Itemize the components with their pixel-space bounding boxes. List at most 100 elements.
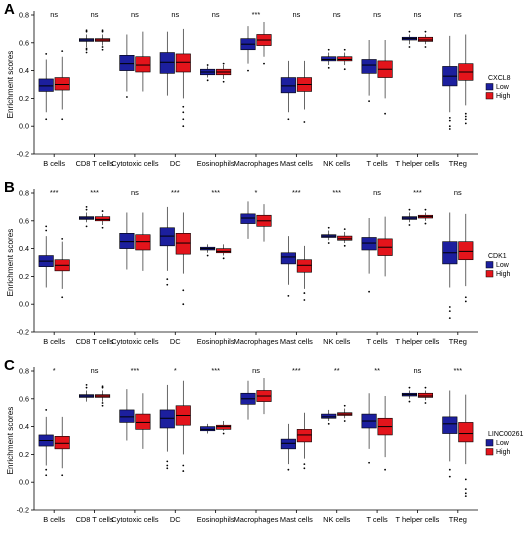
x-tick-label: T helper cells bbox=[396, 337, 440, 346]
box-high bbox=[256, 204, 272, 242]
significance-label: ns bbox=[252, 366, 260, 375]
outlier-point bbox=[85, 208, 88, 211]
x-tick-label: DC bbox=[170, 515, 181, 524]
outlier-point bbox=[303, 467, 306, 470]
y-tick-label: 0.8 bbox=[19, 11, 29, 20]
outlier-point bbox=[448, 116, 451, 119]
box-iqr bbox=[417, 36, 434, 42]
box-low bbox=[240, 201, 256, 239]
box-iqr bbox=[216, 248, 232, 254]
x-tick-label: Eosinophils bbox=[197, 337, 235, 346]
x-tick-label: Mast cells bbox=[280, 159, 313, 168]
x-tick-label: DC bbox=[170, 337, 181, 346]
x-tick-label: Eosinophils bbox=[197, 159, 235, 168]
box-iqr bbox=[280, 438, 296, 450]
box-low bbox=[159, 384, 175, 470]
box-high bbox=[458, 34, 474, 125]
outlier-point bbox=[327, 242, 330, 244]
outlier-point bbox=[448, 306, 451, 308]
x-tick-label: CD8 T cells bbox=[76, 515, 114, 524]
box-low bbox=[119, 389, 135, 441]
box-iqr bbox=[135, 413, 151, 430]
box-iqr bbox=[119, 233, 135, 249]
box-high bbox=[94, 385, 111, 407]
box-high bbox=[377, 216, 393, 277]
outlier-point bbox=[448, 119, 451, 122]
y-tick-label: 0.0 bbox=[19, 300, 29, 309]
outlier-point bbox=[424, 208, 427, 211]
box-iqr bbox=[458, 241, 474, 261]
box-iqr bbox=[38, 78, 54, 92]
y-tick-label: 0.4 bbox=[19, 422, 29, 431]
x-tick-label: Eosinophils bbox=[197, 515, 235, 524]
outlier-point bbox=[101, 402, 104, 404]
outlier-point bbox=[166, 283, 169, 286]
significance-label: ns bbox=[91, 10, 99, 19]
outlier-point bbox=[424, 222, 427, 225]
box-iqr bbox=[175, 233, 191, 255]
box-low bbox=[240, 380, 256, 420]
box-high bbox=[216, 421, 232, 435]
outlier-point bbox=[222, 80, 225, 83]
box-high bbox=[296, 60, 312, 123]
legend-swatch-high bbox=[485, 92, 494, 100]
y-axis-label: Enrichment scores bbox=[6, 407, 15, 475]
significance-label: ns bbox=[212, 10, 220, 19]
box-low bbox=[321, 409, 337, 425]
outlier-point bbox=[166, 460, 169, 463]
outlier-point bbox=[464, 122, 467, 125]
box-high bbox=[175, 212, 191, 306]
y-tick-label: 0.8 bbox=[19, 189, 29, 198]
y-tick-label: 0.6 bbox=[19, 216, 29, 225]
outlier-point bbox=[368, 290, 370, 293]
legend-label-high: High bbox=[496, 271, 511, 278]
outlier-point bbox=[368, 100, 370, 103]
x-tick-label: TReg bbox=[449, 159, 467, 168]
box-low bbox=[321, 48, 337, 69]
outlier-point bbox=[126, 96, 128, 98]
box-iqr bbox=[417, 392, 434, 398]
box-low bbox=[442, 390, 458, 478]
y-tick-label: -0.2 bbox=[17, 150, 29, 159]
box-high bbox=[135, 393, 151, 449]
x-tick-label: T helper cells bbox=[396, 159, 440, 168]
box-iqr bbox=[216, 424, 232, 430]
outlier-point bbox=[343, 404, 346, 407]
outlier-point bbox=[222, 62, 225, 65]
outlier-point bbox=[287, 118, 290, 121]
outlier-point bbox=[101, 29, 104, 32]
box-low bbox=[38, 225, 54, 288]
box-high bbox=[296, 412, 312, 470]
box-low bbox=[78, 384, 95, 402]
outlier-point bbox=[327, 422, 330, 425]
y-tick-label: 0.2 bbox=[19, 272, 29, 281]
box-low bbox=[119, 34, 135, 98]
box-high bbox=[417, 208, 434, 225]
box-high bbox=[94, 210, 111, 229]
significance-label: * bbox=[174, 366, 177, 375]
box-low bbox=[442, 35, 458, 130]
outlier-point bbox=[85, 48, 88, 51]
outlier-point bbox=[327, 226, 330, 229]
significance-label: *** bbox=[413, 188, 422, 197]
x-tick-label: B cells bbox=[43, 515, 65, 524]
box-iqr bbox=[54, 77, 70, 91]
significance-label: *** bbox=[252, 10, 261, 19]
outlier-point bbox=[448, 468, 451, 471]
outlier-point bbox=[408, 400, 411, 403]
box-low bbox=[159, 206, 175, 286]
x-tick-label: TReg bbox=[449, 515, 467, 524]
box-high bbox=[417, 386, 434, 404]
outlier-point bbox=[45, 474, 48, 477]
outlier-point bbox=[206, 79, 209, 82]
box-iqr bbox=[280, 252, 296, 265]
box-low bbox=[280, 60, 296, 121]
legend-swatch-low bbox=[485, 439, 494, 447]
box-iqr bbox=[240, 213, 256, 224]
x-tick-label: DC bbox=[170, 159, 181, 168]
outlier-point bbox=[182, 111, 185, 114]
significance-label: ns bbox=[333, 10, 341, 19]
box-high bbox=[175, 28, 191, 128]
significance-label: ns bbox=[131, 188, 139, 197]
significance-label: ns bbox=[373, 188, 381, 197]
